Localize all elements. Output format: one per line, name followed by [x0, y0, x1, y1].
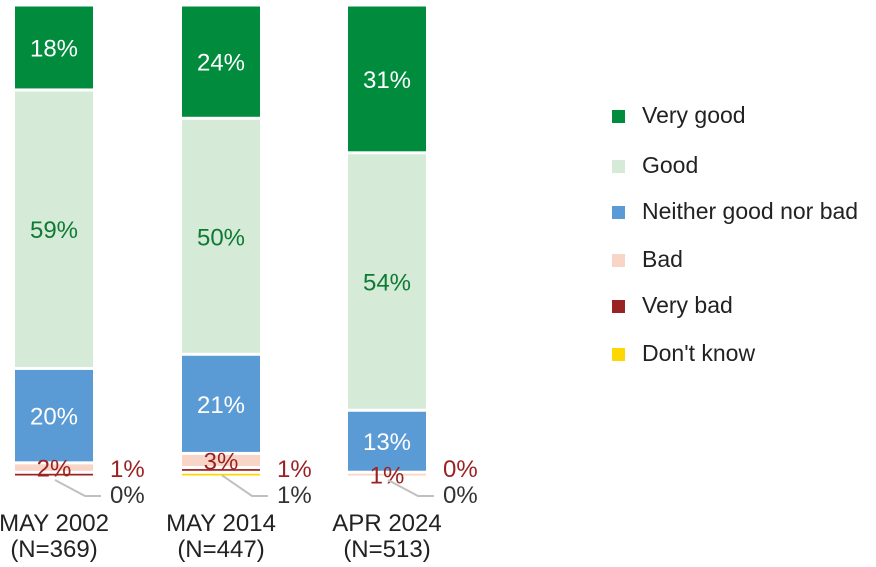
bar-segment — [15, 473, 93, 476]
bar-segment — [182, 355, 260, 452]
category-label: APR 2024 — [332, 510, 441, 537]
category-label: (N=447) — [177, 536, 264, 563]
bar-segment — [348, 473, 426, 476]
bar-segment — [182, 6, 260, 117]
legend-label: Good — [642, 152, 699, 178]
legend-label: Bad — [642, 246, 683, 272]
data-label: 1% — [110, 456, 145, 483]
data-label: 0% — [110, 482, 145, 509]
bar-segment — [15, 369, 93, 462]
leader-line — [387, 479, 434, 497]
bar-segment — [348, 154, 426, 409]
legend-label: Very good — [642, 102, 746, 128]
data-label: 21% — [197, 392, 245, 419]
legend-swatch — [612, 300, 625, 313]
legend-swatch — [612, 206, 625, 219]
data-label: 20% — [30, 404, 78, 431]
bar-stack: 24% 50% 21% 3% 1%1% — [182, 6, 312, 509]
bar-segment — [15, 6, 93, 89]
legend-swatch — [612, 254, 625, 267]
data-label: 59% — [30, 217, 78, 244]
legend-label: Very bad — [642, 292, 733, 318]
bar-stack: 18% 59% 20% 2% 1%0% — [15, 6, 145, 509]
data-label: 2% — [37, 456, 72, 483]
data-label: 1% — [277, 482, 312, 509]
data-label: 0% — [443, 456, 478, 483]
category-label: (N=513) — [343, 536, 430, 563]
bar-segment — [15, 91, 93, 367]
data-label: 24% — [197, 50, 245, 77]
bar-segment — [182, 469, 260, 471]
bar-segment — [348, 6, 426, 152]
legend-swatch — [612, 160, 625, 173]
leader-line — [221, 474, 268, 497]
bar-segment — [15, 464, 93, 471]
bar-segment — [182, 473, 260, 476]
data-label: 50% — [197, 224, 245, 251]
legend-swatch — [612, 110, 625, 123]
bar-stack: 31%54%13%1% 0%0% — [348, 6, 478, 509]
category-label: (N=369) — [10, 536, 97, 563]
legend-label: Neither good nor bad — [642, 198, 859, 224]
data-label: 18% — [30, 35, 78, 62]
data-label: 54% — [363, 270, 411, 297]
data-label: 1% — [277, 456, 312, 483]
data-label: 31% — [363, 67, 411, 94]
category-label: MAY 2002 — [0, 510, 109, 537]
leader-line — [54, 479, 101, 497]
bar-segment — [182, 454, 260, 467]
data-label: 13% — [363, 429, 411, 456]
data-label: 0% — [443, 482, 478, 509]
bar-segment — [348, 411, 426, 471]
data-label: 3% — [204, 448, 239, 475]
legend-swatch — [612, 348, 625, 361]
legend-label: Don't know — [642, 340, 756, 366]
bar-segment — [182, 119, 260, 353]
category-label: MAY 2014 — [166, 510, 276, 537]
